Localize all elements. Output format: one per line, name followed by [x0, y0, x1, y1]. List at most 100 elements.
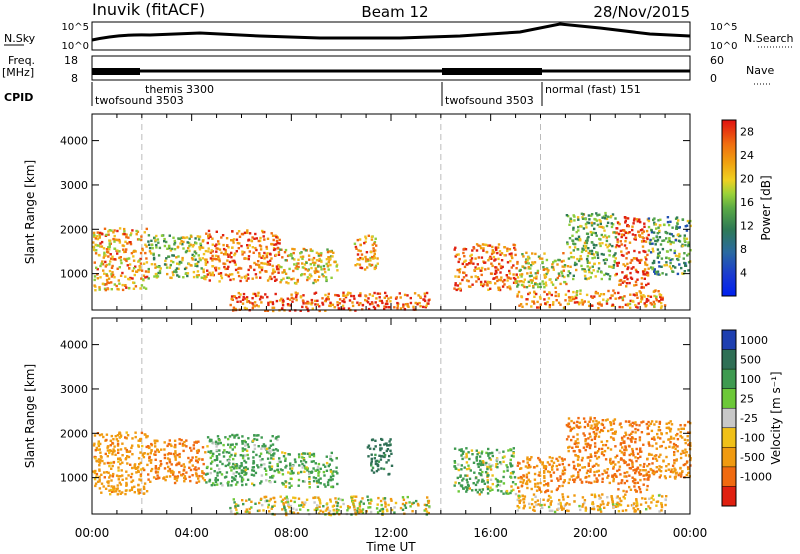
power-echo-cell [124, 284, 127, 287]
power-echo-cell [278, 238, 281, 242]
power-echo-cell [288, 267, 291, 271]
velocity-echo-cell [647, 432, 650, 435]
power-echo-cell [251, 277, 254, 280]
velocity-echo-cell [597, 469, 600, 473]
power-echo-cell [245, 279, 248, 282]
velocity-echo-cell [97, 444, 101, 448]
power-echo-cell [121, 271, 124, 275]
velocity-echo-cell [533, 509, 536, 512]
velocity-echo-cell [220, 473, 224, 476]
power-echo-cell [528, 274, 532, 278]
velocity-echo-cell [516, 509, 520, 512]
power-echo-cell [336, 269, 339, 272]
velocity-echo-cell [147, 478, 150, 481]
velocity-echo-cell [183, 465, 186, 469]
power-echo-cell [563, 275, 566, 279]
velocity-echo-cell [633, 481, 636, 485]
power-echo-cell [326, 248, 329, 251]
power-echo-cell [272, 268, 275, 271]
velocity-echo-cell [290, 484, 293, 487]
velocity-echo-cell [293, 458, 297, 461]
velocity-echo-cell [259, 465, 263, 468]
power-echo-cell [485, 250, 488, 254]
velocity-echo-cell [241, 478, 245, 481]
velocity-echo-cell [502, 475, 505, 479]
power-echo-cell [687, 252, 690, 256]
velocity-echo-cell [631, 480, 635, 483]
velocity-echo-cell [584, 438, 588, 441]
power-echo-cell [125, 248, 128, 251]
power-echo-cell [205, 275, 208, 278]
power-echo-cell [529, 279, 532, 282]
power-echo-cell [476, 276, 480, 279]
power-echo-cell [665, 273, 668, 276]
power-echo-cell [475, 243, 479, 246]
power-echo-cell [197, 254, 200, 257]
power-echo-cell [257, 291, 260, 295]
power-echo-cell [327, 268, 330, 271]
power-echo-cell [327, 292, 330, 296]
power-echo-cell [299, 309, 302, 312]
velocity-echo-cell [475, 449, 478, 452]
power-y-tick-label: 1000 [60, 268, 88, 281]
power-echo-cell [685, 237, 689, 240]
power-echo-cell [235, 238, 239, 241]
power-echo-cell [296, 278, 299, 282]
power-echo-cell [292, 251, 295, 255]
power-echo-cell [495, 248, 498, 251]
velocity-echo-cell [617, 482, 620, 485]
power-echo-cell [626, 267, 629, 271]
power-echo-cell [525, 302, 528, 306]
velocity-echo-cell [174, 450, 177, 453]
velocity-echo-cell [600, 428, 603, 432]
velocity-echo-cell [342, 502, 345, 506]
velocity-echo-cell [595, 462, 598, 466]
velocity-echo-cell [377, 468, 380, 471]
velocity-echo-cell [227, 484, 230, 487]
velocity-echo-cell [287, 453, 290, 456]
velocity-echo-cell [461, 452, 465, 455]
power-echo-cell [196, 235, 199, 238]
power-echo-cell [395, 296, 398, 299]
velocity-echo-cell [218, 449, 221, 452]
velocity-echo-cell [480, 462, 484, 465]
power-echo-cell [94, 237, 97, 240]
power-echo-cell [614, 236, 618, 239]
velocity-echo-cell [480, 480, 484, 483]
power-echo-cell [561, 274, 564, 278]
velocity-echo-cell [624, 431, 627, 434]
power-echo-cell [610, 222, 613, 225]
power-echo-cell [116, 287, 119, 291]
velocity-echo-cell [638, 436, 642, 439]
power-echo-cell [596, 253, 599, 257]
power-echo-cell [141, 278, 145, 281]
power-echo-cell [641, 236, 644, 239]
power-echo-cell [505, 274, 508, 277]
power-echo-cell [533, 291, 536, 295]
power-echo-cell [144, 251, 147, 255]
power-echo-cell [258, 244, 262, 247]
velocity-echo-cell [327, 478, 331, 482]
velocity-echo-cell [637, 486, 641, 489]
power-echo-cell [577, 235, 581, 238]
velocity-echo-cell [427, 499, 431, 503]
power-echo-cell [140, 284, 144, 287]
velocity-echo-cell [584, 439, 587, 443]
power-echo-cell [636, 220, 639, 223]
velocity-echo-cell [499, 462, 503, 466]
power-echo-cell [609, 297, 612, 300]
velocity-echo-cell [532, 505, 536, 509]
velocity-echo-cell [97, 442, 100, 445]
power-echo-cell [373, 267, 376, 271]
power-echo-cell [165, 257, 168, 260]
power-echo-cell [112, 237, 115, 241]
velocity-echo-cell [646, 427, 649, 430]
power-echo-cell [604, 258, 608, 261]
velocity-echo-cell [216, 471, 219, 474]
velocity-echo-cell [270, 457, 273, 460]
power-echo-cell [531, 252, 534, 255]
power-echo-cell [206, 261, 209, 264]
velocity-echo-cell [146, 463, 149, 467]
power-echo-cell [389, 300, 392, 303]
power-echo-cell [365, 299, 369, 303]
